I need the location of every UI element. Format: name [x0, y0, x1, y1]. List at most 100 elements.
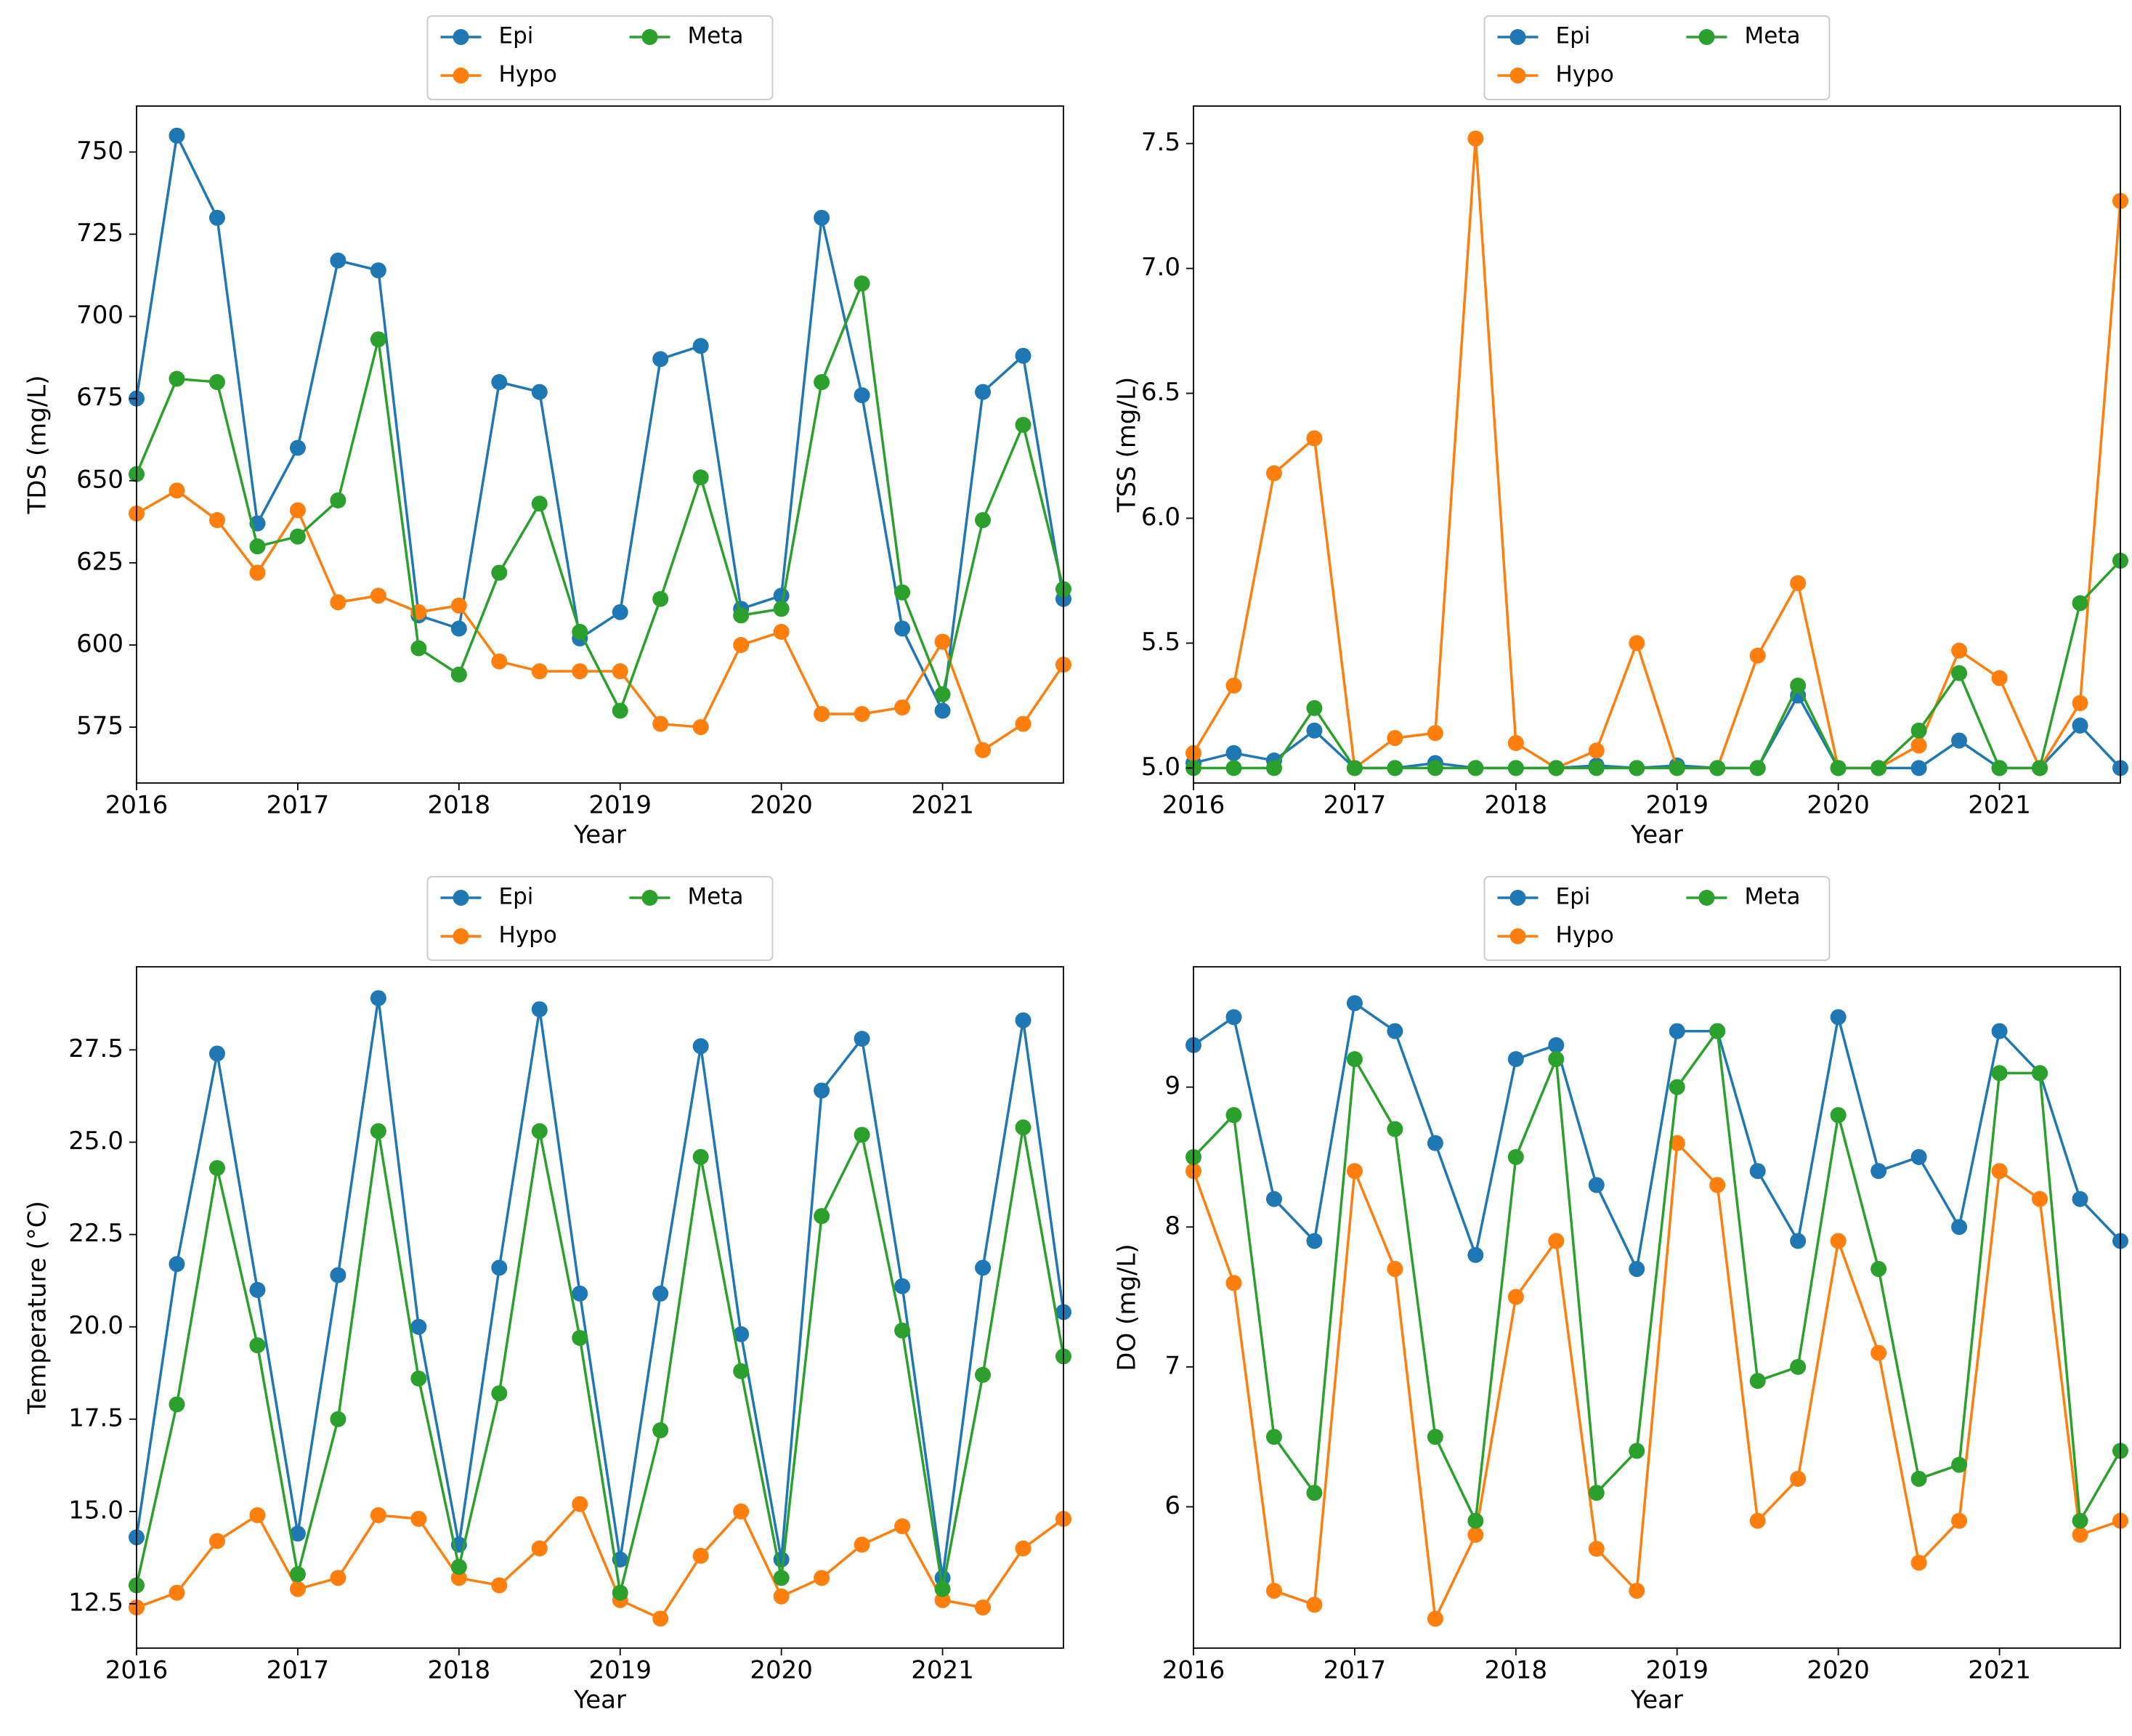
data-point — [169, 127, 185, 144]
data-point — [289, 1581, 306, 1597]
data-point — [1790, 575, 1807, 591]
data-point — [169, 482, 185, 499]
data-point — [410, 640, 427, 657]
data-point — [1709, 1177, 1726, 1193]
data-point — [1548, 760, 1565, 776]
data-point — [1991, 1023, 2008, 1039]
data-point — [934, 1591, 951, 1608]
x-tick-label: 2018 — [1485, 1656, 1548, 1685]
data-point — [814, 1082, 830, 1099]
legend-marker — [1698, 29, 1715, 45]
data-point — [894, 699, 911, 715]
data-point — [1427, 1135, 1443, 1151]
legend-label: Hypo — [1556, 922, 1614, 949]
legend-marker — [1509, 68, 1526, 84]
data-point — [1015, 1540, 1031, 1557]
x-axis-label: Year — [573, 1686, 626, 1715]
data-point — [1265, 1429, 1282, 1445]
data-point — [450, 1559, 467, 1575]
legend-label: Epi — [1556, 884, 1591, 910]
data-point — [169, 1256, 185, 1273]
data-point — [894, 620, 911, 637]
data-point — [975, 1260, 992, 1276]
data-point — [450, 666, 467, 683]
data-point — [854, 1536, 870, 1553]
data-point — [1265, 1191, 1282, 1207]
y-tick-label: 7.0 — [1141, 253, 1180, 282]
data-point — [1870, 760, 1887, 776]
series-line — [135, 1127, 1065, 1594]
data-point — [1910, 760, 1927, 776]
legend-marker — [1509, 29, 1526, 45]
data-point — [249, 538, 266, 555]
data-point — [814, 209, 830, 226]
x-tick-label: 2019 — [1645, 791, 1709, 820]
y-tick-label: 15.0 — [68, 1496, 123, 1525]
data-point — [370, 588, 386, 604]
data-point — [249, 1506, 266, 1523]
data-point — [1951, 732, 1968, 749]
series-line — [135, 131, 1065, 715]
data-point — [1951, 1219, 1968, 1236]
data-point — [491, 1385, 508, 1402]
chart: 2016 2017 2018 2019 2020 2021 5.0 5.5 6.0 6.5 7.0 7… — [1113, 15, 2128, 850]
data-point — [289, 502, 306, 519]
y-tick-label: 8 — [1164, 1212, 1180, 1241]
data-point — [491, 1260, 508, 1276]
data-point — [1548, 1037, 1565, 1053]
data-point — [1870, 1163, 1887, 1180]
legend: Epi Hypo Meta — [1483, 876, 1831, 961]
data-point — [450, 620, 467, 637]
data-point — [1507, 760, 1524, 776]
x-tick-label: 2020 — [750, 791, 813, 820]
data-point — [692, 338, 709, 354]
x-tick-label: 2016 — [105, 1656, 169, 1685]
data-point — [1629, 760, 1645, 776]
data-point — [249, 1281, 266, 1298]
legend-marker — [453, 928, 469, 944]
data-point — [370, 262, 386, 279]
data-point — [1749, 1373, 1766, 1390]
data-point — [975, 1599, 992, 1616]
series-line — [136, 489, 1065, 753]
y-tick-label: 7.5 — [1141, 128, 1180, 157]
data-point — [733, 1503, 750, 1520]
data-point — [612, 1584, 628, 1601]
legend-marker — [453, 68, 469, 84]
data-point — [1225, 1275, 1242, 1291]
data-point — [652, 1610, 669, 1627]
data-point — [1790, 677, 1807, 694]
y-axis-label: TDS (mg/L) — [23, 376, 52, 515]
data-point — [1427, 760, 1443, 776]
x-tick-label: 2020 — [750, 1656, 813, 1685]
data-point — [1790, 1470, 1807, 1487]
legend-frame — [426, 876, 774, 961]
data-point — [1588, 760, 1605, 776]
x-tick-label: 2017 — [267, 791, 330, 820]
x-axis-label: Year — [1630, 1686, 1683, 1715]
chart: 2016 2017 2018 2019 2020 2021 6 7 8 9 Year DO (mg/L… — [1113, 876, 2128, 1715]
legend-frame — [1483, 15, 1831, 100]
data-point — [1507, 1289, 1524, 1305]
data-point — [1467, 1246, 1484, 1263]
data-point — [2072, 717, 2088, 734]
y-tick-label: 600 — [76, 629, 123, 658]
data-point — [531, 495, 548, 512]
data-point — [1306, 699, 1323, 716]
data-point — [854, 1127, 870, 1143]
data-point — [1910, 1148, 1927, 1165]
data-point — [208, 1160, 225, 1177]
data-point — [1629, 1261, 1645, 1278]
data-point — [1749, 760, 1766, 776]
data-point — [1991, 670, 2008, 686]
chart: 2016 2017 2018 2019 2020 2021 12.5 15.0 17.5 20.0… — [23, 876, 1071, 1715]
legend-label: Hypo — [499, 62, 557, 88]
data-point — [652, 1422, 669, 1439]
data-point — [208, 374, 225, 391]
data-point — [612, 702, 628, 719]
data-point — [1910, 722, 1927, 739]
data-point — [1548, 1051, 1565, 1068]
data-point — [410, 1318, 427, 1335]
y-tick-label: 6 — [1164, 1491, 1180, 1520]
data-point — [1306, 722, 1323, 739]
